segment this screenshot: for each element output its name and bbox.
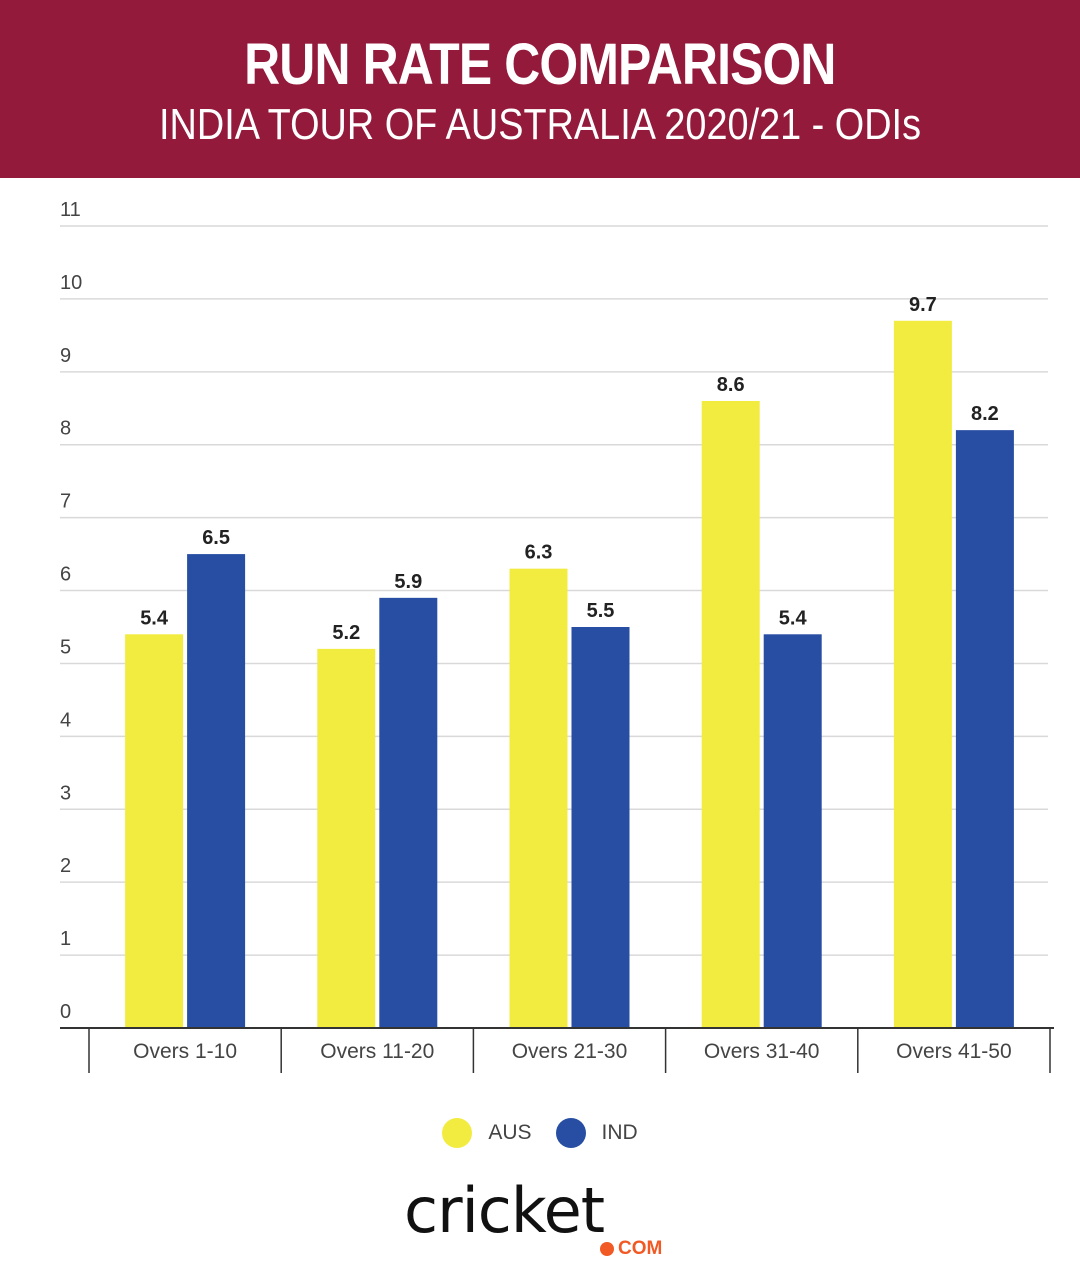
legend-label-aus: AUS: [488, 1121, 532, 1144]
legend-swatch-ind: [555, 1118, 586, 1148]
legend-item-aus: AUS: [442, 1118, 532, 1148]
legend-item-ind: IND: [555, 1118, 638, 1148]
bar: [893, 320, 952, 1028]
chart-legend: AUS IND: [0, 1113, 1080, 1153]
bar: [701, 400, 760, 1028]
y-tick-label: 0: [60, 1001, 71, 1023]
y-tick-label: 3: [60, 782, 71, 804]
bar: [187, 554, 246, 1028]
bar: [571, 627, 630, 1028]
x-tick-label: Overs 21-30: [512, 1040, 628, 1063]
data-label: 5.5: [587, 600, 615, 622]
cricket-com-logo: cricket COM: [404, 1176, 684, 1262]
y-tick-label: 2: [60, 855, 71, 877]
bar: [125, 634, 184, 1028]
y-tick-label: 10: [60, 272, 82, 294]
legend-swatch-aus: [442, 1118, 473, 1148]
logo-wordmark: cricket: [404, 1174, 605, 1247]
data-label: 5.2: [332, 622, 360, 644]
x-tick-label: Overs 41-50: [896, 1040, 1012, 1063]
y-tick-label: 4: [60, 709, 71, 731]
bar: [379, 597, 438, 1028]
bar: [763, 634, 822, 1028]
y-tick-label: 11: [60, 199, 81, 221]
x-tick-label: Overs 1-10: [133, 1040, 237, 1063]
y-tick-label: 5: [60, 636, 71, 658]
data-label: 6.5: [202, 527, 230, 549]
logo-suffix: COM: [618, 1238, 663, 1259]
data-label: 5.9: [394, 571, 422, 593]
x-tick-label: Overs 11-20: [320, 1040, 434, 1063]
chart-subtitle: INDIA TOUR OF AUSTRALIA 2020/21 - ODIs: [159, 100, 921, 149]
bar: [317, 648, 376, 1028]
chart-title: RUN RATE COMPARISON: [244, 32, 836, 97]
data-label: 9.7: [909, 294, 937, 316]
y-tick-label: 8: [60, 418, 71, 440]
legend-label-ind: IND: [601, 1121, 638, 1144]
data-label: 8.6: [717, 374, 745, 396]
y-tick-label: 9: [60, 345, 71, 367]
logo-dot-icon: [600, 1242, 614, 1256]
y-tick-label: 7: [60, 491, 71, 513]
y-tick-label: 1: [60, 928, 71, 950]
x-tick-label: Overs 31-40: [704, 1040, 820, 1063]
y-tick-label: 6: [60, 564, 71, 586]
bar: [509, 568, 568, 1028]
chart-header: RUN RATE COMPARISON INDIA TOUR OF AUSTRA…: [0, 0, 1080, 178]
data-label: 5.4: [779, 607, 808, 629]
bar-chart: 0 1 2 3 4 5 6 7 8 9 10 11 5.4 6.5 Overs 1-10 5.2 5.9 Over…: [60, 199, 1054, 1073]
data-label: 8.2: [971, 403, 999, 425]
bar: [955, 430, 1014, 1028]
data-label: 6.3: [525, 542, 553, 564]
data-label: 5.4: [140, 607, 169, 629]
